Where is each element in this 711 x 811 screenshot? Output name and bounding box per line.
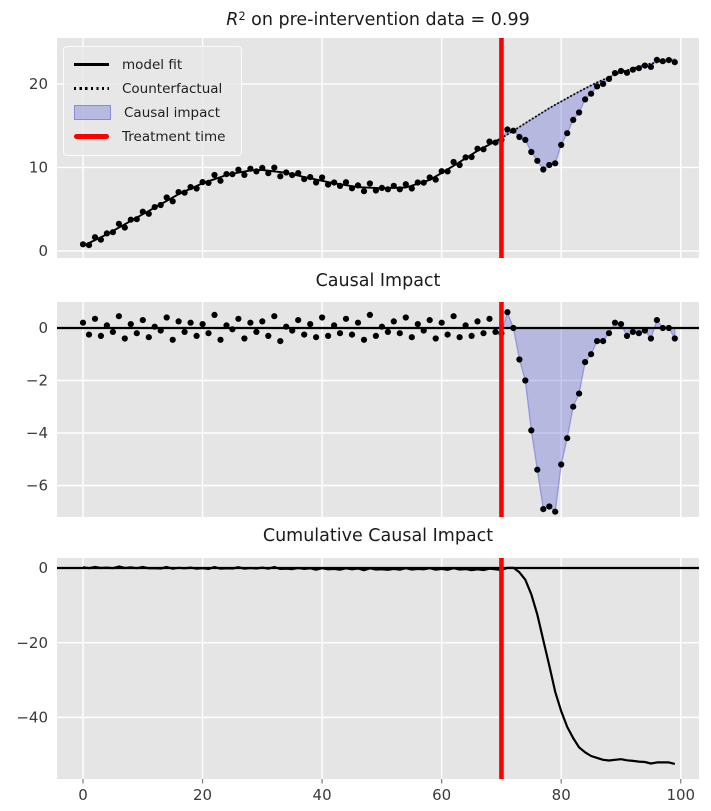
- panel-3: 0 −20 −40: [16, 558, 699, 779]
- cumulative-impact-line: [82, 565, 676, 765]
- legend-item-model-fit: model fit: [74, 54, 226, 75]
- panel-2-title: Causal Impact: [315, 271, 441, 291]
- solid-line-swatch-icon: [74, 63, 109, 66]
- panel-3-title: Cumulative Causal Impact: [262, 526, 494, 546]
- y-tick-label: −6: [26, 477, 48, 495]
- y-tick-label: 0: [38, 559, 48, 577]
- panel-1-title-text: on pre-intervention data = 0.99: [245, 10, 530, 30]
- x-axis: 0 20 40 60 80 100: [78, 779, 695, 804]
- x-tick-label: 60: [432, 786, 451, 804]
- fill-patch-swatch-icon: [74, 105, 111, 120]
- x-tick-label: 0: [78, 786, 88, 804]
- y-tick-label: 0: [38, 242, 48, 260]
- legend-item-counterfactual: Counterfactual: [74, 78, 226, 99]
- red-line-swatch-icon: [74, 134, 109, 139]
- legend: model fit Counterfactual Causal impact T…: [63, 46, 242, 156]
- pointwise-dots-layer: [79, 309, 678, 515]
- legend-label: model fit: [122, 56, 183, 73]
- panel-1-title: R2 on pre-intervention data = 0.99: [57, 8, 699, 34]
- plot-background: [57, 558, 699, 779]
- observed-dots-layer: [79, 56, 678, 249]
- legend-label: Counterfactual: [122, 80, 223, 97]
- y-tick-label: 10: [29, 159, 48, 177]
- y-tick-label: −4: [26, 424, 48, 442]
- legend-label: Treatment time: [122, 128, 226, 145]
- y-tick-label: −40: [16, 709, 48, 727]
- title-math-variable: R: [226, 10, 239, 30]
- y-tick-label: 0: [38, 319, 48, 337]
- x-tick-label: 80: [552, 786, 571, 804]
- legend-label: Causal impact: [124, 104, 221, 121]
- y-tick-label: −20: [16, 634, 48, 652]
- dotted-line-swatch-icon: [74, 87, 109, 90]
- x-tick-label: 40: [313, 786, 332, 804]
- title-math-exponent: 2: [238, 9, 246, 23]
- panel-2: 0 −2 −4 −6: [26, 302, 699, 517]
- x-tick-label: 20: [193, 786, 212, 804]
- y-tick-label: 20: [29, 75, 48, 93]
- x-tick-label: 100: [666, 786, 695, 804]
- legend-item-treatment-time: Treatment time: [74, 126, 226, 147]
- legend-item-causal-impact: Causal impact: [74, 102, 226, 123]
- y-tick-label: −2: [26, 372, 48, 390]
